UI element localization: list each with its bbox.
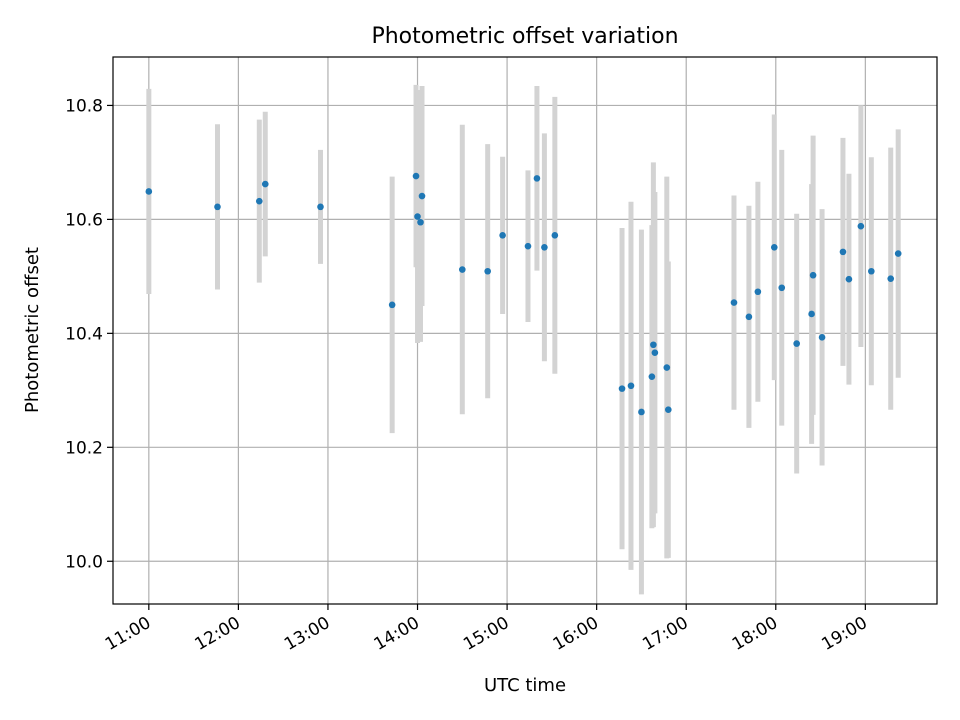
data-point xyxy=(808,310,815,318)
data-point xyxy=(730,299,738,306)
data-point xyxy=(663,364,671,371)
data-point xyxy=(638,408,645,416)
data-point xyxy=(484,267,491,275)
data-point xyxy=(894,250,902,257)
data-point xyxy=(887,275,895,282)
data-point xyxy=(868,267,875,275)
x-tick-label: 16:00 xyxy=(550,613,602,655)
x-tick-label: 15:00 xyxy=(460,613,512,655)
data-point xyxy=(541,244,548,251)
data-point xyxy=(414,213,421,220)
data-point xyxy=(417,218,424,226)
data-points xyxy=(145,172,902,416)
y-tick-label: 10.6 xyxy=(65,210,103,230)
data-point xyxy=(627,382,635,390)
data-point xyxy=(412,172,420,180)
data-point xyxy=(499,232,506,239)
y-tick-label: 10.2 xyxy=(65,438,103,458)
x-tick-label: 13:00 xyxy=(281,613,333,655)
y-tick-label: 10.4 xyxy=(65,324,103,344)
x-tick-label: 14:00 xyxy=(371,613,423,655)
data-point xyxy=(651,349,659,357)
y-axis-label: Photometric offset xyxy=(22,247,43,413)
data-point xyxy=(317,203,324,211)
x-axis-label: UTC time xyxy=(484,675,566,696)
plot-frame xyxy=(112,56,938,605)
data-point xyxy=(754,288,762,296)
y-tick-label: 10.0 xyxy=(65,552,103,572)
x-tick-label: 12:00 xyxy=(191,613,243,655)
data-point xyxy=(650,341,657,349)
data-point xyxy=(745,313,753,321)
data-point xyxy=(524,242,532,250)
data-point xyxy=(809,271,817,279)
data-point xyxy=(261,180,269,188)
data-point xyxy=(818,334,826,341)
data-point xyxy=(533,175,541,182)
data-point xyxy=(618,385,626,392)
x-tick-label: 19:00 xyxy=(818,613,870,655)
grid xyxy=(113,57,937,604)
data-point xyxy=(857,222,865,230)
chart-title: Photometric offset variation xyxy=(371,24,678,49)
data-point xyxy=(551,232,559,239)
data-point xyxy=(255,197,263,205)
data-point xyxy=(459,266,466,273)
data-point xyxy=(845,275,853,283)
data-point xyxy=(839,248,847,256)
data-point xyxy=(778,284,786,292)
x-tick-label: 17:00 xyxy=(639,613,691,655)
data-point xyxy=(793,340,800,347)
x-tick-label: 11:00 xyxy=(102,613,154,655)
x-tick-label: 18:00 xyxy=(729,613,781,655)
error-bars xyxy=(146,84,901,595)
data-point xyxy=(214,203,221,211)
data-point xyxy=(418,192,426,200)
data-point xyxy=(770,244,778,251)
data-point xyxy=(145,188,153,195)
data-point xyxy=(665,406,672,414)
data-point xyxy=(388,301,396,309)
data-point xyxy=(648,373,656,380)
y-tick-label: 10.8 xyxy=(65,96,103,116)
